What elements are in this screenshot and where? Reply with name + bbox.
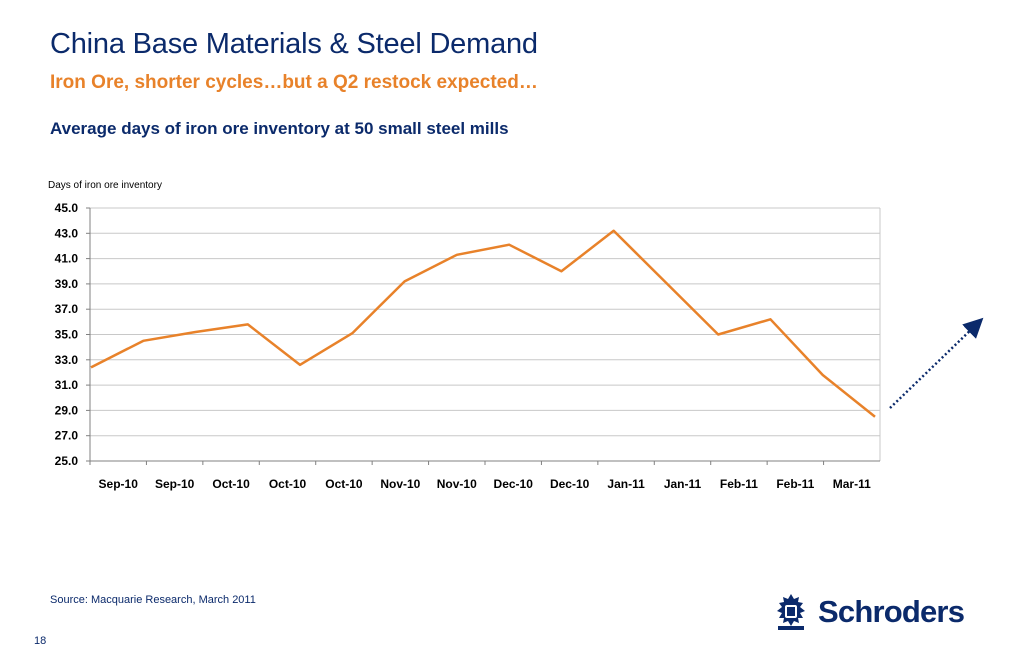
y-tick-label: 25.0: [55, 454, 79, 468]
y-tick-label: 33.0: [55, 353, 79, 367]
y-tick-label: 41.0: [55, 252, 79, 266]
y-tick-label: 39.0: [55, 277, 79, 291]
x-tick-labels: Sep-10 Sep-10 Oct-10 Oct-10 Oct-10 Nov-10 Nov-…: [99, 477, 872, 491]
gridlines: [90, 207, 881, 461]
series-line: [90, 229, 876, 418]
page-number: 18: [34, 635, 47, 647]
x-tick-label: Oct-10: [212, 477, 250, 491]
series-group: [90, 229, 876, 418]
y-tick-label: 27.0: [55, 429, 79, 443]
x-tick-label: Sep-10: [155, 477, 195, 491]
slide-subtitle: Iron Ore, shorter cycles…but a Q2 restoc…: [50, 72, 538, 93]
y-tick-label: 35.0: [55, 328, 79, 342]
y-tick-label: 29.0: [55, 403, 79, 417]
x-tick-label: Nov-10: [380, 477, 420, 491]
y-tick-label: 37.0: [55, 302, 79, 316]
x-tick-label: Oct-10: [269, 477, 307, 491]
source-note: Source: Macquarie Research, March 2011: [50, 594, 256, 606]
y-tick-labels: 45.0 43.0 41.0 39.0 37.0 35.0 33.0 31.0 29.0 27.0…: [55, 201, 79, 468]
y-tick-label: 43.0: [55, 226, 79, 240]
x-tick-label: Feb-11: [776, 477, 814, 491]
x-tick-label: Oct-10: [325, 477, 363, 491]
x-tick-label: Sep-10: [99, 477, 139, 491]
restock-arrow: [889, 317, 984, 409]
logo-wordmark: Schroders: [818, 594, 965, 629]
x-tick-label: Jan-11: [664, 477, 702, 491]
y-tick-label: 45.0: [55, 201, 79, 215]
schroders-logo: Schroders: [772, 592, 965, 632]
annotation-group: [889, 317, 984, 409]
crest-icon: [777, 594, 805, 630]
x-tick-label: Feb-11: [720, 477, 758, 491]
x-tick-label: Jan-11: [607, 477, 645, 491]
chart-heading: Average days of iron ore inventory at 50…: [50, 119, 509, 138]
x-tick-label: Dec-10: [550, 477, 590, 491]
y-axis-label: Days of iron ore inventory: [48, 180, 162, 191]
y-tick-label: 31.0: [55, 378, 79, 392]
x-tick-label: Nov-10: [437, 477, 477, 491]
axes: [86, 207, 880, 465]
x-tick-label: Mar-11: [833, 477, 871, 491]
slide-title: China Base Materials & Steel Demand: [50, 28, 538, 60]
x-tick-label: Dec-10: [494, 477, 534, 491]
